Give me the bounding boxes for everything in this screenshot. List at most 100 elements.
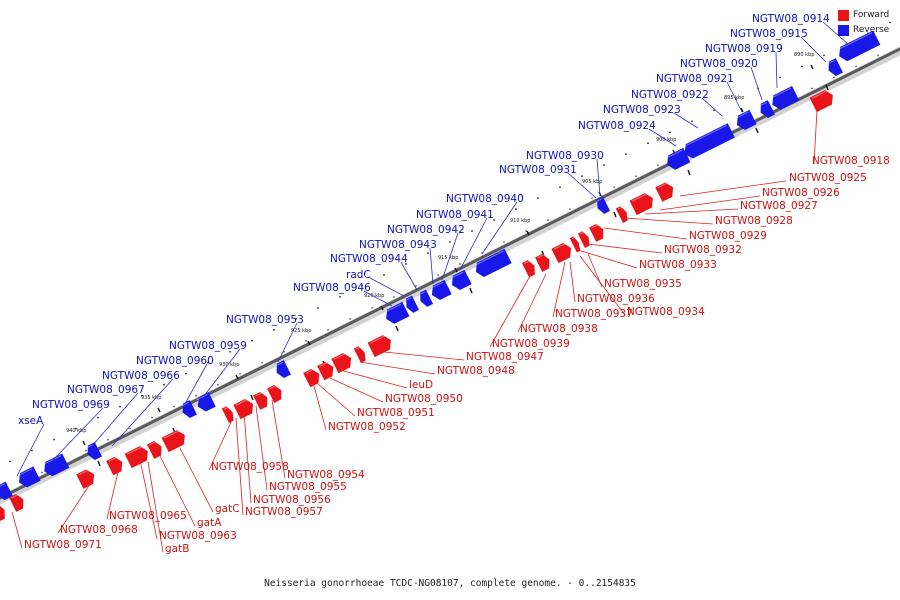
- gene-arrow[interactable]: [317, 360, 337, 381]
- gene-arrow[interactable]: [331, 351, 354, 374]
- gene-label[interactable]: gatC: [215, 503, 240, 515]
- gene-arrow[interactable]: [448, 269, 472, 292]
- gene-label[interactable]: NGTW08_0955: [269, 481, 347, 493]
- gene-label[interactable]: NGTW08_0914: [752, 13, 830, 25]
- gene-label[interactable]: gatA: [197, 517, 222, 529]
- gene-label[interactable]: NGTW08_0971: [24, 539, 102, 551]
- gene-label[interactable]: NGTW08_0925: [789, 172, 867, 184]
- gene-arrow[interactable]: [655, 180, 676, 202]
- gene-arrow[interactable]: [629, 191, 657, 216]
- gene-arrow[interactable]: [403, 295, 420, 315]
- gene-label[interactable]: NGTW08_0920: [680, 58, 758, 70]
- gene-label[interactable]: NGTW08_0927: [740, 200, 818, 212]
- gene-arrow[interactable]: [15, 466, 41, 489]
- gene-arrow[interactable]: [124, 444, 152, 469]
- gene-label[interactable]: NGTW08_0943: [359, 239, 437, 251]
- gene-arrow[interactable]: [757, 100, 775, 120]
- gene-label[interactable]: NGTW08_0959: [169, 340, 247, 352]
- gene-label[interactable]: NGTW08_0933: [639, 259, 717, 271]
- gene-label[interactable]: NGTW08_0948: [437, 365, 515, 377]
- gene-arrow[interactable]: [76, 467, 97, 489]
- gene-label[interactable]: NGTW08_0946: [293, 282, 371, 294]
- gene-label[interactable]: NGTW08_0958: [211, 461, 289, 473]
- gene-arrow[interactable]: [41, 453, 70, 478]
- gene-label[interactable]: NGTW08_0967: [67, 384, 145, 396]
- gene-arrow[interactable]: [353, 345, 368, 363]
- gene-arrow[interactable]: [0, 481, 13, 503]
- gene-label[interactable]: NGTW08_0969: [32, 399, 110, 411]
- gene-label[interactable]: NGTW08_0932: [664, 244, 742, 256]
- gene-label[interactable]: NGTW08_0929: [689, 230, 767, 242]
- gene-arrow[interactable]: [825, 58, 843, 78]
- gene-arrow[interactable]: [273, 360, 291, 380]
- gene-label[interactable]: NGTW08_0915: [730, 28, 808, 40]
- gene-arrow[interactable]: [147, 439, 165, 459]
- gene-label[interactable]: NGTW08_0940: [446, 193, 524, 205]
- gene-arrow[interactable]: [569, 236, 583, 253]
- gene-arrow[interactable]: [161, 428, 189, 453]
- gene-label[interactable]: NGTW08_0968: [60, 524, 138, 536]
- gene-arrow[interactable]: [733, 109, 757, 132]
- gene-label[interactable]: NGTW08_0944: [330, 253, 408, 265]
- gene-label[interactable]: NGTW08_0957: [245, 506, 323, 518]
- gene-arrow[interactable]: [383, 301, 410, 326]
- gene-arrow[interactable]: [233, 397, 256, 420]
- gene-label[interactable]: NGTW08_0931: [499, 164, 577, 176]
- gene-arrow[interactable]: [594, 196, 611, 216]
- gene-label[interactable]: NGTW08_0936: [577, 293, 655, 305]
- gene-arrow[interactable]: [9, 492, 27, 512]
- gene-arrow[interactable]: [589, 222, 607, 242]
- gene-label[interactable]: NGTW08_0954: [287, 469, 365, 481]
- gene-arrow[interactable]: [267, 383, 285, 403]
- gene-label[interactable]: xseA: [18, 415, 44, 427]
- gene-arrow[interactable]: [681, 123, 735, 161]
- gene-label[interactable]: radC: [346, 269, 371, 281]
- gene-label[interactable]: NGTW08_0963: [159, 530, 237, 542]
- gene-label[interactable]: NGTW08_0937: [555, 308, 633, 320]
- gene-label[interactable]: NGTW08_0923: [603, 104, 681, 116]
- gene-label[interactable]: NGTW08_0952: [328, 421, 406, 433]
- gene-label[interactable]: NGTW08_0947: [466, 351, 544, 363]
- gene-label[interactable]: NGTW08_0953: [226, 314, 304, 326]
- gene-arrow[interactable]: [106, 455, 126, 476]
- gene-arrow[interactable]: [535, 252, 553, 272]
- gene-label[interactable]: NGTW08_0926: [762, 187, 840, 199]
- gene-arrow[interactable]: [664, 147, 691, 172]
- gene-arrow[interactable]: [615, 205, 630, 223]
- gene-arrow[interactable]: [0, 503, 8, 522]
- gene-label[interactable]: NGTW08_0960: [136, 355, 214, 367]
- gene-label[interactable]: NGTW08_0924: [578, 120, 656, 132]
- gene-arrow[interactable]: [417, 289, 434, 309]
- gene-arrow[interactable]: [769, 86, 800, 112]
- gene-label[interactable]: NGTW08_0921: [656, 73, 734, 85]
- gene-label[interactable]: NGTW08_0965: [109, 510, 187, 522]
- gene-arrow[interactable]: [253, 390, 271, 410]
- gene-arrow[interactable]: [179, 400, 197, 420]
- gene-arrow[interactable]: [303, 367, 323, 388]
- gene-label[interactable]: NGTW08_0918: [812, 155, 890, 167]
- gene-label[interactable]: NGTW08_0928: [715, 215, 793, 227]
- gene-label[interactable]: NGTW08_0966: [102, 370, 180, 382]
- gene-label[interactable]: NGTW08_0956: [253, 494, 331, 506]
- gene-label[interactable]: NGTW08_0939: [492, 338, 570, 350]
- gene-arrow[interactable]: [836, 30, 881, 63]
- gene-label[interactable]: NGTW08_0951: [357, 407, 435, 419]
- gene-label[interactable]: NGTW08_0934: [627, 306, 705, 318]
- gene-label[interactable]: NGTW08_0922: [631, 89, 709, 101]
- gene-label[interactable]: leuD: [409, 379, 433, 391]
- gene-arrow[interactable]: [221, 405, 236, 423]
- gene-label[interactable]: NGTW08_0941: [416, 209, 494, 221]
- gene-label[interactable]: gatB: [165, 543, 189, 555]
- gene-label[interactable]: NGTW08_0919: [705, 43, 783, 55]
- gene-arrow[interactable]: [577, 230, 592, 248]
- gene-arrow[interactable]: [809, 88, 837, 113]
- gene-label[interactable]: NGTW08_0938: [520, 323, 598, 335]
- gene-arrow[interactable]: [428, 279, 452, 302]
- gene-label[interactable]: NGTW08_0935: [604, 278, 682, 290]
- gene-arrow[interactable]: [521, 259, 538, 278]
- gene-arrow[interactable]: [472, 248, 512, 279]
- gene-arrow[interactable]: [367, 333, 395, 358]
- gene-label[interactable]: NGTW08_0942: [387, 224, 465, 236]
- gene-arrow[interactable]: [194, 392, 216, 413]
- gene-label[interactable]: NGTW08_0930: [526, 150, 604, 162]
